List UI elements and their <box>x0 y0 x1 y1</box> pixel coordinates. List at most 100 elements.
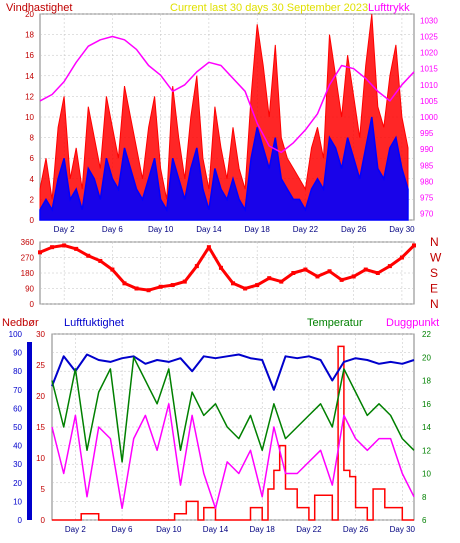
wind-tick-label: 16 <box>25 51 34 60</box>
direction-tick-label: 360 <box>21 238 35 247</box>
direction-point <box>303 267 308 272</box>
direction-point <box>412 243 416 248</box>
rain-label: Nedbør <box>2 317 39 329</box>
humidity-tick-label: 10 <box>13 497 22 506</box>
wind-tick-label: 12 <box>25 92 34 101</box>
wind-tick-label: 4 <box>30 175 35 184</box>
day-tick-label: Day 10 <box>148 225 174 234</box>
direction-point <box>158 284 163 289</box>
humidity-label: Luftfuktighet <box>64 317 124 329</box>
temperature-tick-label: 10 <box>422 470 431 479</box>
day-tick-label: Day 2 <box>54 225 75 234</box>
compass-label: E <box>430 282 438 296</box>
direction-point <box>231 281 236 286</box>
day-tick-label: Day 14 <box>203 525 229 534</box>
direction-point <box>62 243 67 248</box>
temperature-tick-label: 14 <box>422 423 431 432</box>
compass-label: N <box>430 235 439 249</box>
humidity-tick-label: 40 <box>13 442 22 451</box>
humidity-scale-bar <box>27 342 32 520</box>
direction-point <box>399 255 404 260</box>
wind-tick-label: 18 <box>25 31 34 40</box>
direction-point <box>182 279 187 284</box>
direction-point <box>375 271 380 275</box>
wind-direction-plot-area <box>39 241 415 305</box>
day-tick-label: Day 30 <box>389 225 415 234</box>
direction-point <box>170 283 175 288</box>
day-tick-label: Day 6 <box>112 525 133 534</box>
direction-point <box>255 283 260 288</box>
day-tick-label: Day 6 <box>102 225 123 234</box>
series-humidity <box>51 353 415 391</box>
dewpoint-label: Duggpunkt <box>386 317 439 329</box>
pressure-tick-label: 990 <box>420 145 434 154</box>
humidity-tick-label: 30 <box>13 460 22 469</box>
humidity-tick-label: 50 <box>13 423 22 432</box>
pressure-tick-label: 995 <box>420 129 434 138</box>
compass-label: S <box>430 266 438 280</box>
direction-point <box>74 246 79 251</box>
chart-title: Current last 30 days 30 September 2023 <box>170 2 368 14</box>
direction-point <box>146 288 151 293</box>
direction-point <box>194 264 199 269</box>
compass-label: N <box>430 297 439 311</box>
temperature-tick-label: 18 <box>422 377 431 386</box>
pressure-tick-label: 980 <box>420 177 434 186</box>
direction-point <box>110 267 115 272</box>
rain-tick-label: 5 <box>41 485 46 494</box>
humidity-tick-label: 0 <box>18 516 23 525</box>
temperature-tick-label: 8 <box>422 493 427 502</box>
wind-tick-label: 6 <box>30 154 35 163</box>
day-tick-label: Day 22 <box>293 225 319 234</box>
direction-point <box>218 265 223 270</box>
humidity-tick-label: 70 <box>13 386 22 395</box>
series-wind-average <box>39 116 409 221</box>
wind-tick-label: 14 <box>25 72 34 81</box>
humidity-tick-label: 90 <box>13 349 22 358</box>
temperature-tick-label: 16 <box>422 400 431 409</box>
rain-tick-label: 15 <box>36 423 45 432</box>
rain-tick-label: 20 <box>36 392 45 401</box>
series-temperature <box>51 356 415 463</box>
pressure-tick-label: 975 <box>420 193 434 202</box>
day-tick-label: Day 26 <box>341 225 367 234</box>
direction-point <box>267 276 272 281</box>
wind-tick-label: 2 <box>30 195 35 204</box>
wind-speed-label: Vindhastighet <box>6 2 72 14</box>
direction-point <box>291 271 296 275</box>
day-tick-label: Day 18 <box>250 525 276 534</box>
day-tick-label: Day 30 <box>390 525 416 534</box>
direction-point <box>86 253 91 258</box>
direction-tick-label: 0 <box>30 300 35 309</box>
humidity-tick-label: 20 <box>13 479 22 488</box>
pressure-tick-label: 1005 <box>420 97 438 106</box>
humidity-tick-label: 80 <box>13 367 22 376</box>
temperature-tick-label: 6 <box>422 516 427 525</box>
rain-tick-label: 25 <box>36 361 45 370</box>
direction-point <box>50 245 55 250</box>
pressure-tick-label: 985 <box>420 161 434 170</box>
direction-point <box>134 286 139 291</box>
direction-point <box>315 274 320 279</box>
day-tick-label: Day 18 <box>244 225 270 234</box>
day-tick-label: Day 26 <box>343 525 369 534</box>
direction-point <box>363 267 368 272</box>
direction-point <box>243 286 248 291</box>
direction-point <box>327 269 332 274</box>
pressure-tick-label: 1025 <box>420 33 438 42</box>
wind-tick-label: 10 <box>25 113 34 122</box>
temperature-tick-label: 20 <box>422 353 431 362</box>
pressure-tick-label: 1000 <box>420 113 438 122</box>
direction-point <box>98 258 103 263</box>
temperature-tick-label: 22 <box>422 330 431 339</box>
series-rain <box>52 345 414 521</box>
series-dewpoint <box>51 403 415 510</box>
direction-tick-label: 180 <box>21 269 35 278</box>
day-tick-label: Day 14 <box>196 225 222 234</box>
direction-point <box>206 245 211 250</box>
pressure-tick-label: 970 <box>420 210 434 219</box>
compass-label: W <box>430 251 442 265</box>
humidity-tick-label: 100 <box>9 330 23 339</box>
series-wind-gust <box>39 13 409 221</box>
